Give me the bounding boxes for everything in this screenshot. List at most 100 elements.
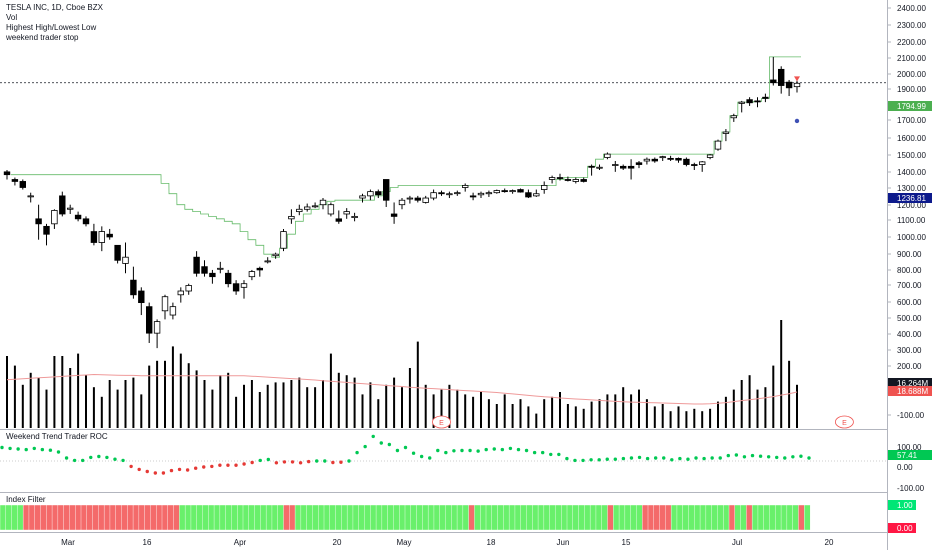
volume-bar bbox=[337, 372, 340, 428]
filter-cell bbox=[555, 504, 562, 531]
candle-body bbox=[683, 158, 690, 165]
candle-body bbox=[517, 189, 524, 193]
candle-body bbox=[82, 218, 90, 225]
price-label-bg bbox=[888, 193, 932, 203]
volume-bar bbox=[353, 377, 356, 428]
candle-body bbox=[438, 192, 445, 195]
volume-bar bbox=[148, 365, 151, 428]
candle-body bbox=[177, 290, 184, 296]
price-label-text: 1236.81 bbox=[897, 194, 926, 203]
grid-layer bbox=[0, 0, 888, 550]
candle-body bbox=[485, 192, 493, 195]
filter-cell bbox=[80, 504, 88, 531]
roc-title[interactable]: Weekend Trend Trader ROC bbox=[6, 432, 108, 441]
legend-item-vol[interactable]: Vol bbox=[6, 13, 18, 22]
filter-cell bbox=[115, 504, 123, 531]
volume-bar bbox=[677, 406, 680, 428]
candle-body bbox=[67, 207, 74, 210]
candle-body bbox=[19, 181, 26, 188]
volume-bar bbox=[732, 389, 735, 428]
candle-body bbox=[785, 81, 793, 89]
candle-body bbox=[311, 205, 319, 208]
volume-bar bbox=[701, 411, 704, 428]
volume-bar bbox=[132, 377, 135, 428]
filter-cell bbox=[780, 504, 788, 531]
earnings-badge: E bbox=[835, 415, 854, 429]
filter-cell bbox=[69, 504, 76, 531]
roc-dot bbox=[121, 458, 125, 463]
roc-dot bbox=[436, 448, 440, 453]
filter-cell bbox=[75, 504, 82, 531]
filter-cell bbox=[341, 504, 348, 531]
filter-cell bbox=[503, 504, 510, 531]
filter-cell bbox=[127, 504, 134, 531]
filter-cell bbox=[208, 504, 215, 531]
candle-body bbox=[635, 162, 643, 165]
candle-body bbox=[35, 218, 42, 225]
volume-bar bbox=[369, 382, 372, 428]
filter-cell bbox=[132, 504, 140, 531]
time-tick-label: 16 bbox=[143, 538, 152, 547]
roc-dot bbox=[653, 456, 658, 460]
filter-cell bbox=[491, 504, 499, 531]
legend-item-stop[interactable]: weekend trader stop bbox=[6, 33, 79, 42]
candle-body bbox=[525, 192, 532, 198]
candle-body bbox=[509, 190, 516, 193]
roc-dot bbox=[339, 460, 343, 464]
filter-title[interactable]: Index Filter bbox=[6, 495, 46, 504]
volume-bar bbox=[100, 396, 103, 428]
chart-title[interactable]: TESLA INC, 1D, Cboe BZX bbox=[6, 3, 103, 12]
filter-cell bbox=[144, 504, 151, 531]
roc-dot bbox=[16, 447, 20, 451]
candle-body bbox=[248, 271, 256, 278]
candle-body bbox=[382, 179, 390, 201]
price-tick-label: 200.00 bbox=[897, 362, 922, 371]
filter-cell bbox=[156, 504, 163, 531]
candle-body bbox=[754, 100, 761, 103]
roc-dot bbox=[81, 458, 85, 463]
filter-cell bbox=[647, 504, 655, 531]
price-axis[interactable]: 2400.00 2300.00 2200.00 2100.00 2000.00 1900.… bbox=[887, 4, 926, 493]
roc-dot bbox=[72, 458, 77, 463]
roc-dot bbox=[371, 434, 375, 439]
filter-cell bbox=[352, 504, 360, 531]
price-tick-label: 1600.00 bbox=[897, 134, 926, 143]
roc-tick-label: -100.00 bbox=[897, 484, 925, 493]
filter-cell bbox=[468, 504, 475, 531]
roc-dot bbox=[613, 457, 618, 461]
roc-dot bbox=[742, 455, 747, 459]
roc-dot bbox=[226, 463, 230, 467]
volume-bar bbox=[480, 392, 482, 428]
candle-body bbox=[659, 156, 666, 159]
filter-cell bbox=[0, 504, 7, 531]
volume-bar bbox=[740, 380, 743, 428]
filter-cell bbox=[433, 504, 441, 531]
roc-dot bbox=[242, 462, 246, 466]
filter-cell bbox=[17, 504, 24, 531]
volume-bar bbox=[669, 411, 672, 428]
filter-cell bbox=[751, 504, 759, 531]
roc-current-text: 57.41 bbox=[897, 451, 918, 460]
volume-bar bbox=[219, 375, 222, 428]
filter-cell bbox=[265, 504, 273, 531]
volume-bar bbox=[724, 396, 727, 428]
candle-body bbox=[256, 267, 263, 271]
price-tick-label: 2300.00 bbox=[897, 21, 926, 30]
candle-body bbox=[596, 166, 603, 169]
filter-cell bbox=[167, 504, 175, 531]
filter-cell bbox=[138, 504, 146, 531]
roc-dot bbox=[621, 456, 626, 461]
filter-cell bbox=[231, 504, 238, 531]
candle-body bbox=[675, 157, 682, 161]
candle-body bbox=[430, 192, 437, 199]
roc-dot bbox=[395, 448, 400, 453]
price-tick-label: 1100.00 bbox=[897, 216, 926, 225]
roc-dot bbox=[516, 447, 521, 452]
roc-dot bbox=[476, 449, 480, 453]
time-axis[interactable]: Mar 16 Apr 20 May 18 Jun 15 Jul 20 bbox=[61, 538, 834, 547]
volume-ma-layer bbox=[6, 373, 798, 405]
filter-cell bbox=[578, 504, 585, 531]
legend-item-hhll[interactable]: Highest High/Lowest Low bbox=[6, 23, 97, 32]
filter-cell bbox=[202, 504, 209, 531]
candle-body bbox=[699, 161, 706, 165]
